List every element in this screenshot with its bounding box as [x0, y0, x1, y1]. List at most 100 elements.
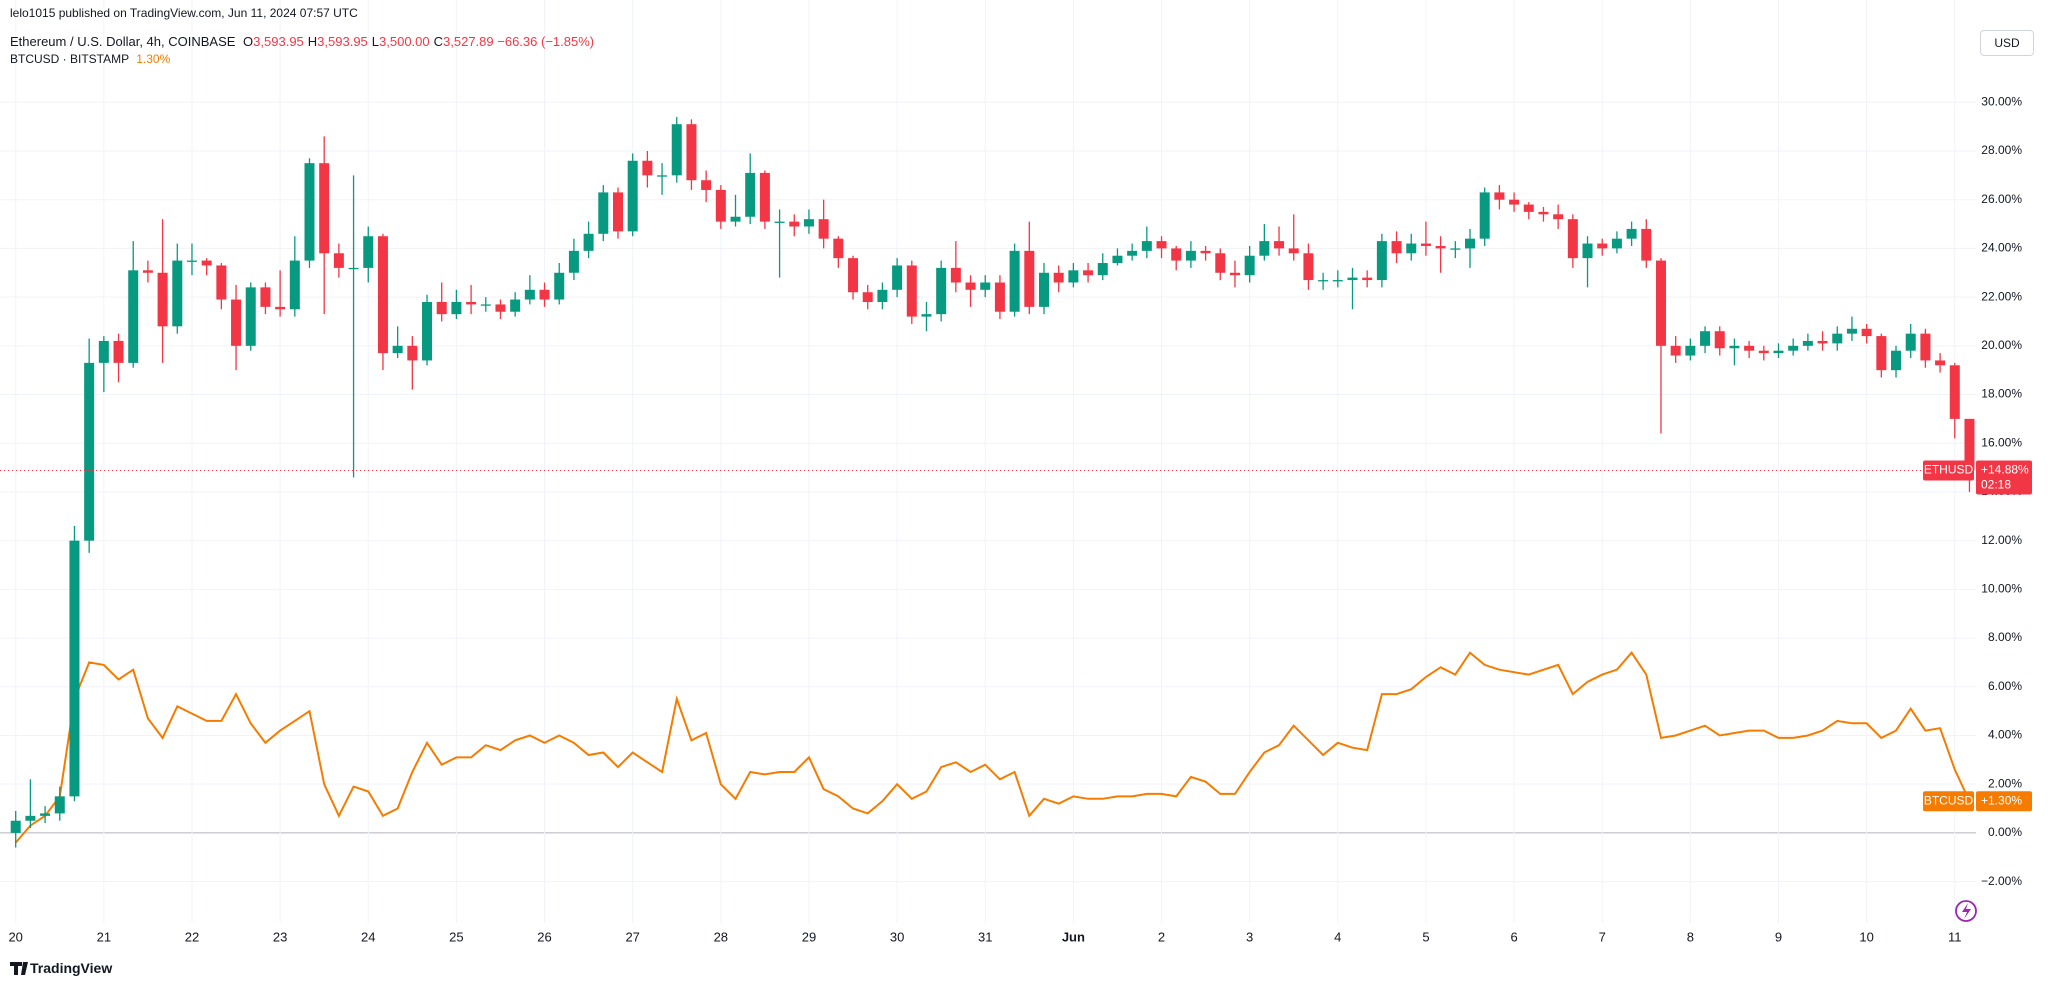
candle-body [627, 160, 638, 232]
candle-body [1876, 336, 1887, 371]
candle-body [1465, 238, 1476, 249]
candle-body [1185, 250, 1196, 261]
ohlc-key: C [433, 34, 444, 49]
candle-body [392, 345, 403, 354]
candle-body [1068, 270, 1079, 283]
candle-body [774, 221, 785, 223]
candle-body [1729, 345, 1740, 349]
y-tick-label: 4.00% [1988, 728, 2022, 742]
x-tick-label: 8 [1687, 929, 1694, 944]
grid [0, 0, 1976, 923]
candle-body [98, 340, 109, 363]
x-tick-label: 4 [1334, 929, 1341, 944]
candle-body [1670, 345, 1681, 356]
replay-icon[interactable] [1955, 900, 1977, 922]
candle-body [1274, 241, 1285, 249]
candle-body [1861, 328, 1872, 337]
candle-body [10, 820, 21, 833]
candle-body [1024, 250, 1035, 307]
candle-body [436, 301, 447, 315]
tradingview-logo [10, 962, 28, 975]
x-tick-label: Jun [1062, 929, 1085, 944]
plot [0, 116, 1976, 848]
symbol: Ethereum / U.S. Dollar, 4h, COINBASE [10, 34, 236, 49]
candle-body [803, 219, 814, 227]
candle-body [128, 270, 139, 363]
compare-symbol: BTCUSD · BITSTAMP [10, 52, 129, 66]
y-tick-label: 12.00% [1981, 533, 2022, 547]
candle-body [1891, 350, 1902, 371]
candle-body [1935, 360, 1946, 366]
y-tick-label: 20.00% [1981, 338, 2022, 352]
ohlc-value: 3,593.95 [253, 34, 304, 49]
y-tick-label: 16.00% [1981, 435, 2022, 449]
candle-body [1259, 241, 1270, 256]
labels: −2.00% 0.00% 2.00% 4.00% 6.00% 8.00% 10.00% 12.… [8, 94, 2032, 944]
candle-body [1509, 199, 1520, 205]
symbol-tag [1923, 791, 1974, 812]
candle-body [745, 172, 756, 217]
candle-body [1303, 253, 1314, 281]
price-tag-label: +14.88% [1981, 463, 2029, 477]
candle-body [510, 299, 521, 312]
candle-body [1039, 272, 1049, 307]
candle-body [1553, 214, 1564, 220]
y-tick-label: 24.00% [1981, 241, 2022, 255]
candle-body [333, 253, 344, 268]
ohlc-key: O [243, 34, 254, 49]
candle-body [1802, 340, 1813, 346]
candle-body [1626, 228, 1637, 239]
candle-body [1141, 241, 1152, 251]
candle-body [275, 306, 286, 310]
candle-body [524, 289, 535, 300]
candle-body [950, 267, 961, 283]
candle-body [480, 304, 491, 306]
candle-body [789, 221, 800, 227]
candle-body [495, 304, 506, 312]
candle-body [216, 265, 227, 300]
y-tick-label: 6.00% [1988, 679, 2022, 693]
ohlc-key: H [307, 34, 318, 49]
candle-body [1758, 350, 1769, 354]
y-tick-label: 0.00% [1988, 825, 2022, 839]
candle-body [231, 299, 242, 346]
candle-body [319, 163, 330, 254]
candle-body [657, 175, 668, 177]
currency-button[interactable]: USD [1980, 30, 2034, 56]
x-tick-label: 27 [625, 929, 639, 944]
candle-body [980, 282, 991, 290]
candle-body [1156, 241, 1167, 249]
candle-body [289, 260, 300, 310]
candle-body [686, 124, 697, 181]
candle-body [965, 282, 976, 290]
candle-body [1905, 333, 1916, 351]
candle-body [377, 236, 388, 354]
candle-body [1523, 204, 1534, 212]
candle-body [1641, 228, 1652, 261]
candle-body [994, 282, 1005, 312]
candle-body [1714, 331, 1725, 349]
candle-body [1450, 248, 1461, 250]
candle-body [877, 289, 888, 302]
x-tick-label: 11 [1948, 929, 1962, 944]
candle-body [1597, 243, 1608, 249]
candle-body [1538, 211, 1549, 215]
candle-body [451, 301, 462, 315]
x-tick-label: 31 [978, 929, 992, 944]
candle-body [363, 236, 374, 268]
y-tick-label: 10.00% [1981, 582, 2022, 596]
symbol-tag-label: BTCUSD [1924, 793, 1974, 807]
price-tag [1976, 791, 2032, 812]
y-tick-label: 18.00% [1981, 387, 2022, 401]
candle-body [1376, 241, 1387, 281]
candle-body [157, 272, 168, 327]
y-tick-label: 2.00% [1988, 776, 2022, 790]
x-tick-label: 5 [1422, 929, 1429, 944]
ohlc-value: 3,527.89 [443, 34, 494, 49]
candle-body [1332, 280, 1343, 282]
y-tick-label: −2.00% [1981, 874, 2022, 888]
candle-body [1773, 350, 1784, 354]
price-tag [1976, 460, 2032, 495]
candle-body [1053, 272, 1064, 283]
